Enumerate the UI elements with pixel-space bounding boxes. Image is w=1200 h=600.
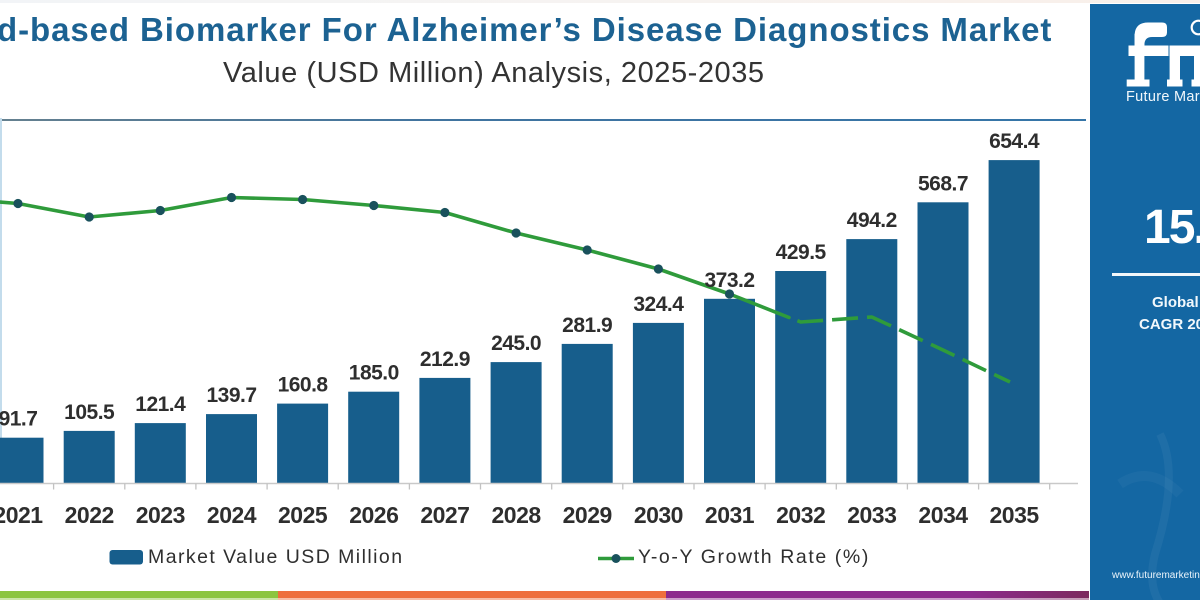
svg-text:91.7: 91.7 bbox=[0, 408, 37, 431]
svg-text:2033: 2033 bbox=[847, 502, 896, 528]
svg-text:2031: 2031 bbox=[705, 502, 755, 528]
svg-text:2035: 2035 bbox=[990, 502, 1040, 528]
svg-text:281.9: 281.9 bbox=[562, 314, 612, 337]
svg-text:429.5: 429.5 bbox=[776, 241, 827, 264]
svg-text:2025: 2025 bbox=[278, 502, 328, 528]
svg-text:2023: 2023 bbox=[136, 502, 185, 528]
svg-text:654.4: 654.4 bbox=[989, 130, 1040, 153]
svg-text:2026: 2026 bbox=[349, 502, 398, 528]
svg-text:2030: 2030 bbox=[634, 502, 683, 528]
svg-text:2032: 2032 bbox=[776, 502, 825, 528]
svg-text:212.9: 212.9 bbox=[420, 348, 470, 371]
svg-text:2029: 2029 bbox=[563, 502, 612, 528]
svg-text:2022: 2022 bbox=[65, 502, 114, 528]
svg-text:2028: 2028 bbox=[492, 502, 542, 528]
svg-text:568.7: 568.7 bbox=[918, 172, 968, 195]
svg-text:105.5: 105.5 bbox=[64, 401, 115, 424]
svg-text:2021: 2021 bbox=[0, 502, 43, 528]
svg-text:2034: 2034 bbox=[918, 502, 968, 528]
svg-text:324.4: 324.4 bbox=[633, 293, 684, 316]
svg-text:2024: 2024 bbox=[207, 502, 257, 528]
svg-text:2027: 2027 bbox=[420, 502, 469, 528]
svg-text:185.0: 185.0 bbox=[349, 362, 399, 385]
svg-text:373.2: 373.2 bbox=[704, 269, 754, 292]
svg-text:139.7: 139.7 bbox=[206, 384, 256, 407]
svg-text:245.0: 245.0 bbox=[491, 332, 541, 355]
svg-text:494.2: 494.2 bbox=[847, 209, 897, 232]
svg-text:160.8: 160.8 bbox=[278, 374, 329, 397]
svg-text:121.4: 121.4 bbox=[135, 393, 186, 416]
